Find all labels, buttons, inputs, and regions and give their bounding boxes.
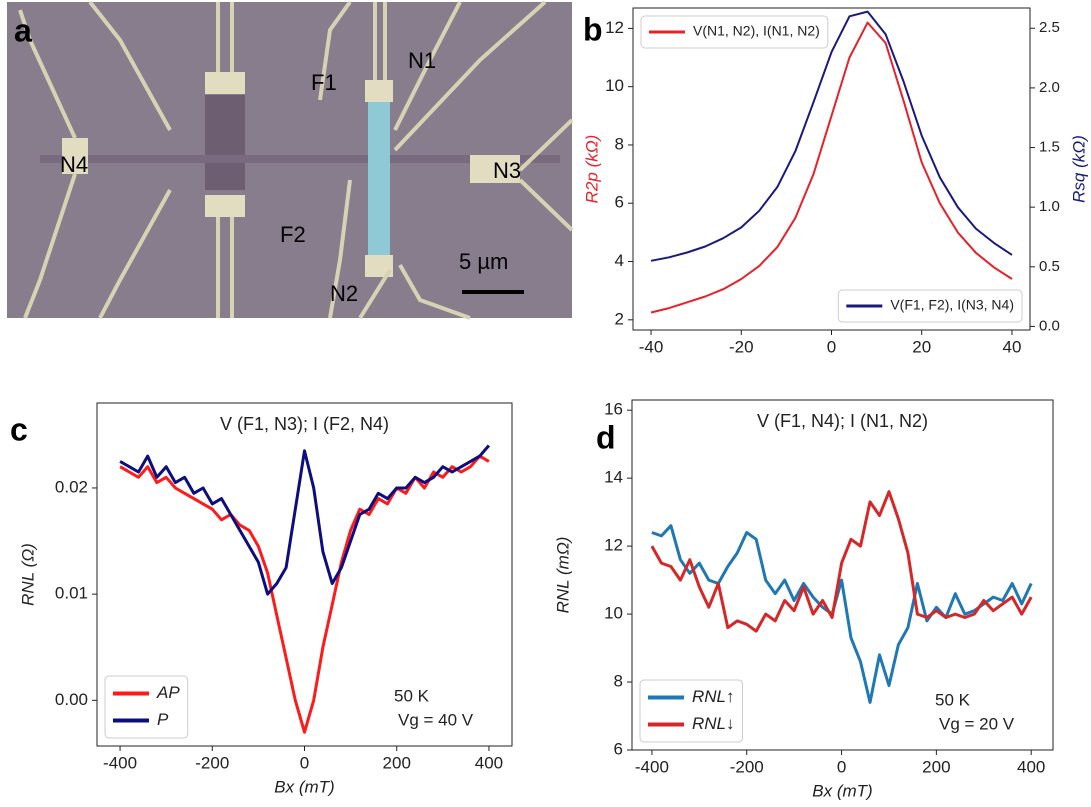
y-tick-label: 14 — [604, 468, 623, 487]
y2-axis-label: Rsq (kΩ) — [1069, 135, 1088, 203]
y2-tick-label: 2.5 — [1039, 19, 1060, 36]
x-tick-label: -200 — [195, 753, 229, 772]
x-tick-label: -400 — [635, 757, 669, 776]
y-tick-label: 10 — [604, 604, 623, 623]
x-tick-label: -40 — [639, 337, 664, 356]
flake — [205, 95, 245, 190]
y2-tick-label: 1.0 — [1039, 198, 1060, 215]
y-tick-label: 10 — [605, 76, 624, 95]
legend-frame — [837, 289, 1023, 323]
y-tick-label: 6 — [615, 193, 624, 212]
y-tick-label: 0.01 — [55, 584, 88, 603]
y-tick-label: 16 — [604, 400, 623, 419]
y-tick-label: 6 — [614, 739, 623, 758]
pad — [205, 195, 245, 217]
y2-tick-label: 0.0 — [1039, 317, 1060, 334]
electrode-label: N4 — [60, 152, 88, 177]
annotation: Vg = 20 V — [939, 714, 1015, 733]
pad — [365, 255, 393, 277]
y2-tick-label: 2.0 — [1039, 79, 1060, 96]
x-tick-label: 200 — [922, 757, 950, 776]
legend-frame — [640, 15, 829, 49]
panel-label: b — [583, 11, 603, 47]
series-line — [119, 444, 491, 596]
x-tick-label: 400 — [475, 753, 503, 772]
y-tick-label: 2 — [615, 309, 624, 328]
x-tick-label: 400 — [1017, 757, 1045, 776]
legend: V(N1, N2), I(N1, N2) — [640, 15, 829, 49]
series-line — [651, 524, 1033, 704]
electrode-label: N3 — [493, 158, 521, 183]
y-axis-label: R2p (kΩ) — [582, 135, 601, 204]
plot-title: V (F1, N3); I (F2, N4) — [220, 414, 389, 434]
scale-bar-label: 5 µm — [459, 249, 508, 274]
x-tick-label: 0 — [827, 337, 836, 356]
channel — [40, 155, 560, 163]
annotation: 50 K — [394, 686, 430, 705]
legend-label: RNL↑ — [692, 687, 735, 706]
plot-frame — [632, 7, 1031, 331]
series-line — [650, 490, 1033, 633]
annotation: Vg = 40 V — [398, 710, 474, 729]
pad — [205, 72, 245, 94]
x-axis-label: Bx (mT) — [812, 781, 872, 800]
legend: V(F1, F2), I(N3, N4) — [837, 289, 1023, 323]
pad — [62, 138, 88, 174]
legend-label: RNL↓ — [692, 714, 735, 733]
electrode-label: F1 — [311, 70, 337, 95]
y-tick-label: 0.00 — [55, 690, 88, 709]
leads — [18, 0, 574, 320]
electrode-label: N2 — [330, 281, 358, 306]
legend: RNL↑ RNL↓ — [639, 679, 744, 743]
y-tick-label: 8 — [614, 672, 623, 691]
x-tick-label: 40 — [1002, 337, 1021, 356]
plot-title: V (F1, N4); I (N1, N2) — [757, 411, 928, 431]
legend-label: V(F1, F2), I(N3, N4) — [890, 297, 1014, 313]
series-line — [650, 21, 1013, 314]
electrode-label: F2 — [280, 222, 306, 247]
flake-blue — [368, 95, 390, 265]
plot-frame — [631, 399, 1054, 751]
x-tick-label: -400 — [103, 753, 137, 772]
y2-tick-label: 1.5 — [1039, 139, 1060, 156]
panel-label: a — [14, 12, 32, 48]
legend-label: AP — [156, 683, 180, 702]
y-tick-label: 8 — [615, 134, 624, 153]
electrode-label: N1 — [408, 48, 436, 73]
y-axis-label: RNL (Ω) — [18, 543, 37, 606]
legend: AP P — [104, 675, 189, 739]
legend-label: P — [157, 710, 169, 729]
x-tick-label: 0 — [300, 753, 309, 772]
annotation: 50 K — [935, 690, 971, 709]
y-axis-label: RNL (mΩ) — [553, 537, 572, 614]
pad — [365, 80, 393, 102]
series-line — [119, 454, 490, 734]
x-tick-label: -20 — [729, 337, 754, 356]
x-tick-label: 0 — [837, 757, 846, 776]
y-tick-label: 12 — [605, 18, 624, 37]
y-tick-label: 0.02 — [55, 477, 88, 496]
series-line — [650, 10, 1013, 262]
x-tick-label: 20 — [912, 337, 931, 356]
y-tick-label: 4 — [615, 251, 624, 270]
x-tick-label: -200 — [730, 757, 764, 776]
panel-label: c — [10, 411, 28, 447]
y2-tick-label: 0.5 — [1039, 258, 1060, 275]
x-tick-label: 200 — [383, 753, 411, 772]
pad — [470, 155, 520, 183]
x-axis-label: Bx (mT) — [274, 777, 334, 796]
legend-label: V(N1, N2), I(N1, N2) — [693, 23, 820, 39]
micrograph: a N1 F1 N4 N3 F2 N2 5 µm — [7, 0, 574, 320]
panel-label: d — [596, 419, 616, 455]
y-tick-label: 12 — [604, 536, 623, 555]
